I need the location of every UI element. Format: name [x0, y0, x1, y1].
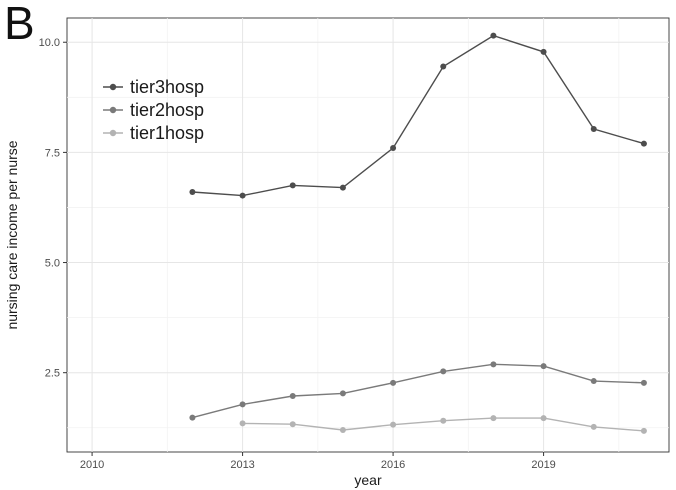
data-point [540, 48, 547, 55]
legend-label: tier1hosp [130, 123, 204, 143]
data-point [239, 192, 246, 199]
legend-key-point [109, 83, 117, 91]
data-point [640, 140, 647, 147]
data-point [239, 401, 246, 408]
x-tick-label: 2019 [531, 459, 555, 471]
data-point [440, 368, 447, 375]
data-point [390, 144, 397, 151]
legend-label: tier2hosp [130, 100, 204, 120]
data-point [440, 63, 447, 70]
legend: tier3hosp tier2hosp tier1hosp [103, 77, 204, 143]
legend-item: tier1hosp [103, 123, 204, 143]
data-point [390, 421, 397, 428]
major-gridlines [67, 18, 669, 452]
y-tick-label: 10.0 [39, 37, 60, 49]
series-tier1hosp [239, 415, 647, 434]
data-point [390, 379, 397, 386]
data-point [189, 189, 196, 196]
data-point [490, 361, 497, 368]
legend-label: tier3hosp [130, 77, 204, 97]
data-point [339, 426, 346, 433]
data-point [289, 182, 296, 189]
data-point [339, 390, 346, 397]
y-axis-title: nursing care income per nurse [4, 140, 20, 329]
y-tick-label: 2.5 [45, 368, 60, 380]
minor-gridlines [67, 18, 669, 452]
panel-label: B [4, 0, 35, 49]
data-point [540, 415, 547, 422]
x-axis-title: year [354, 472, 382, 488]
x-tick-label: 2013 [230, 459, 254, 471]
y-tick-label: 5.0 [45, 258, 60, 270]
data-point [440, 417, 447, 424]
x-tick-label: 2016 [381, 459, 405, 471]
series-layer [189, 32, 647, 434]
axes: 2010 2013 2016 2019 2.5 5.0 7.5 10.0 [39, 37, 556, 471]
data-point [540, 363, 547, 370]
data-point [339, 184, 346, 191]
data-point [590, 378, 597, 385]
data-point [490, 415, 497, 422]
x-tick-label: 2010 [80, 459, 104, 471]
data-point [640, 379, 647, 386]
data-point [590, 423, 597, 430]
data-point [640, 427, 647, 434]
data-point [289, 393, 296, 400]
legend-item: tier3hosp [103, 77, 204, 97]
data-point [189, 414, 196, 421]
series-line [192, 34, 645, 197]
series-tier3hosp [189, 32, 647, 199]
data-point [490, 32, 497, 39]
data-point [239, 420, 246, 427]
data-point [590, 126, 597, 133]
legend-key-point [109, 106, 117, 114]
series-tier2hosp [189, 361, 647, 421]
legend-key-point [109, 129, 117, 137]
series-line [192, 363, 644, 419]
data-point [289, 421, 296, 428]
legend-item: tier2hosp [103, 100, 204, 120]
y-tick-label: 7.5 [45, 147, 60, 159]
